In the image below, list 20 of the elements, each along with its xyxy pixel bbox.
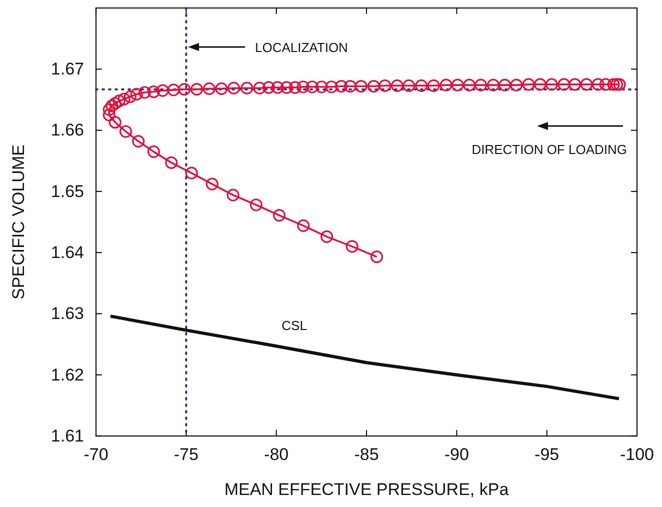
y-tick-label: 1.63 [50, 304, 84, 324]
y-tick-label: 1.66 [50, 120, 84, 140]
x-axis-title: MEAN EFFECTIVE PRESSURE, kPa [224, 480, 510, 499]
y-tick-label: 1.64 [50, 243, 84, 262]
y-tick-label: 1.62 [50, 365, 84, 384]
y-tick-label: 1.61 [50, 426, 84, 446]
x-tick-label: -100 [620, 445, 654, 464]
series-label: CSL [282, 318, 307, 334]
x-tick-label: -85 [354, 445, 379, 464]
annotation: DIRECTION OF LOADING [472, 142, 627, 157]
y-tick-label: 1.67 [50, 60, 84, 79]
x-tick-label: -70 [84, 445, 108, 464]
line-series [108, 314, 621, 400]
x-tick-label: -90 [444, 445, 469, 464]
x-tick-label: -80 [264, 445, 289, 464]
x-tick-label: -75 [174, 445, 198, 464]
x-tick-label: -95 [534, 445, 560, 464]
y-axis-title: SPECIFIC VOLUME [9, 144, 28, 300]
y-tick-label: 1.65 [50, 182, 84, 201]
annotation: LOCALIZATION [255, 40, 348, 55]
